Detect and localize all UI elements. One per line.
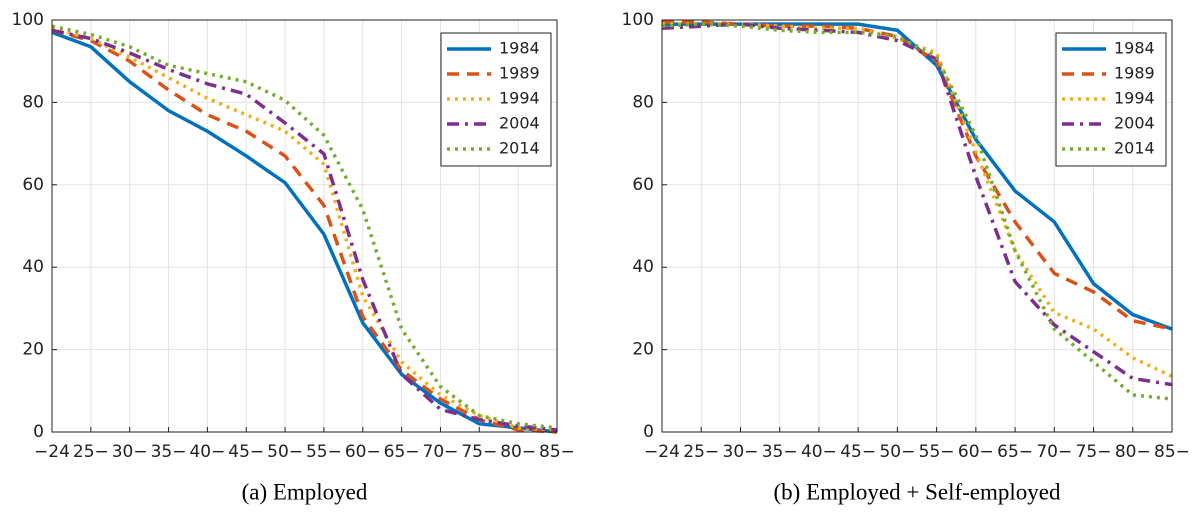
legend-label: 1994 <box>1114 89 1155 108</box>
chart-caption: (b) Employed + Self-employed <box>774 479 1061 504</box>
series-line <box>661 22 1173 387</box>
x-tick-label: −24 <box>34 442 70 462</box>
x-tick-label: 65− <box>384 442 420 462</box>
x-tick-label: 30− <box>723 442 759 462</box>
legend-label: 2004 <box>1114 114 1155 133</box>
series-line <box>661 22 1173 401</box>
legend-label: 2014 <box>499 139 540 158</box>
x-tick-label: 25− <box>73 442 109 462</box>
x-tick-label: 70− <box>423 442 459 462</box>
x-tick-label: 60− <box>958 442 994 462</box>
y-tick-label: 100 <box>12 10 44 30</box>
x-tick-label: 75− <box>1076 442 1112 462</box>
x-tick-label: 50− <box>267 442 303 462</box>
legend-label: 1984 <box>499 39 540 58</box>
x-tick-label: 40− <box>189 442 225 462</box>
x-tick-label: 75− <box>461 442 497 462</box>
x-tick-label: 35− <box>762 442 798 462</box>
x-tick-label: 45− <box>840 442 876 462</box>
y-tick-label: 60 <box>22 175 44 195</box>
legend-label: 1989 <box>1114 64 1155 83</box>
x-tick-label: 50− <box>879 442 915 462</box>
series-line <box>51 24 558 430</box>
y-tick-label: 100 <box>622 10 654 30</box>
x-tick-label: −24 <box>644 442 680 462</box>
legend-label: 1984 <box>1114 39 1155 58</box>
y-tick-label: 40 <box>632 257 654 277</box>
x-tick-label: 80− <box>1115 442 1151 462</box>
legend-label: 1994 <box>499 89 540 108</box>
x-tick-label: 25− <box>683 442 719 462</box>
x-tick-label: 60− <box>345 442 381 462</box>
x-tick-label: 30− <box>112 442 148 462</box>
chart-caption: (a) Employed <box>242 479 368 504</box>
legend-label: 1989 <box>499 64 540 83</box>
y-tick-label: 20 <box>632 340 654 360</box>
x-tick-label: 35− <box>151 442 187 462</box>
y-tick-label: 0 <box>643 422 654 442</box>
y-tick-label: 20 <box>22 340 44 360</box>
x-tick-label: 85− <box>539 442 575 462</box>
x-tick-label: 70− <box>1036 442 1072 462</box>
y-tick-label: 80 <box>22 92 44 112</box>
series-line <box>51 30 558 434</box>
y-tick-label: 60 <box>632 175 654 195</box>
legend-box <box>1055 32 1167 167</box>
x-tick-label: 45− <box>228 442 264 462</box>
x-tick-label: 85− <box>1154 442 1190 462</box>
x-tick-label: 40− <box>801 442 837 462</box>
axes-box <box>51 19 558 433</box>
axes-box <box>661 19 1173 433</box>
x-tick-label: 55− <box>919 442 955 462</box>
legend-label: 2004 <box>499 114 540 133</box>
x-tick-label: 80− <box>500 442 536 462</box>
series-line <box>51 28 558 432</box>
legend-label: 2014 <box>1114 139 1155 158</box>
y-tick-label: 80 <box>632 92 654 112</box>
x-tick-label: 55− <box>306 442 342 462</box>
y-tick-label: 40 <box>22 257 44 277</box>
y-tick-label: 0 <box>33 422 44 442</box>
x-tick-label: 65− <box>997 442 1033 462</box>
legend-box <box>440 32 552 167</box>
